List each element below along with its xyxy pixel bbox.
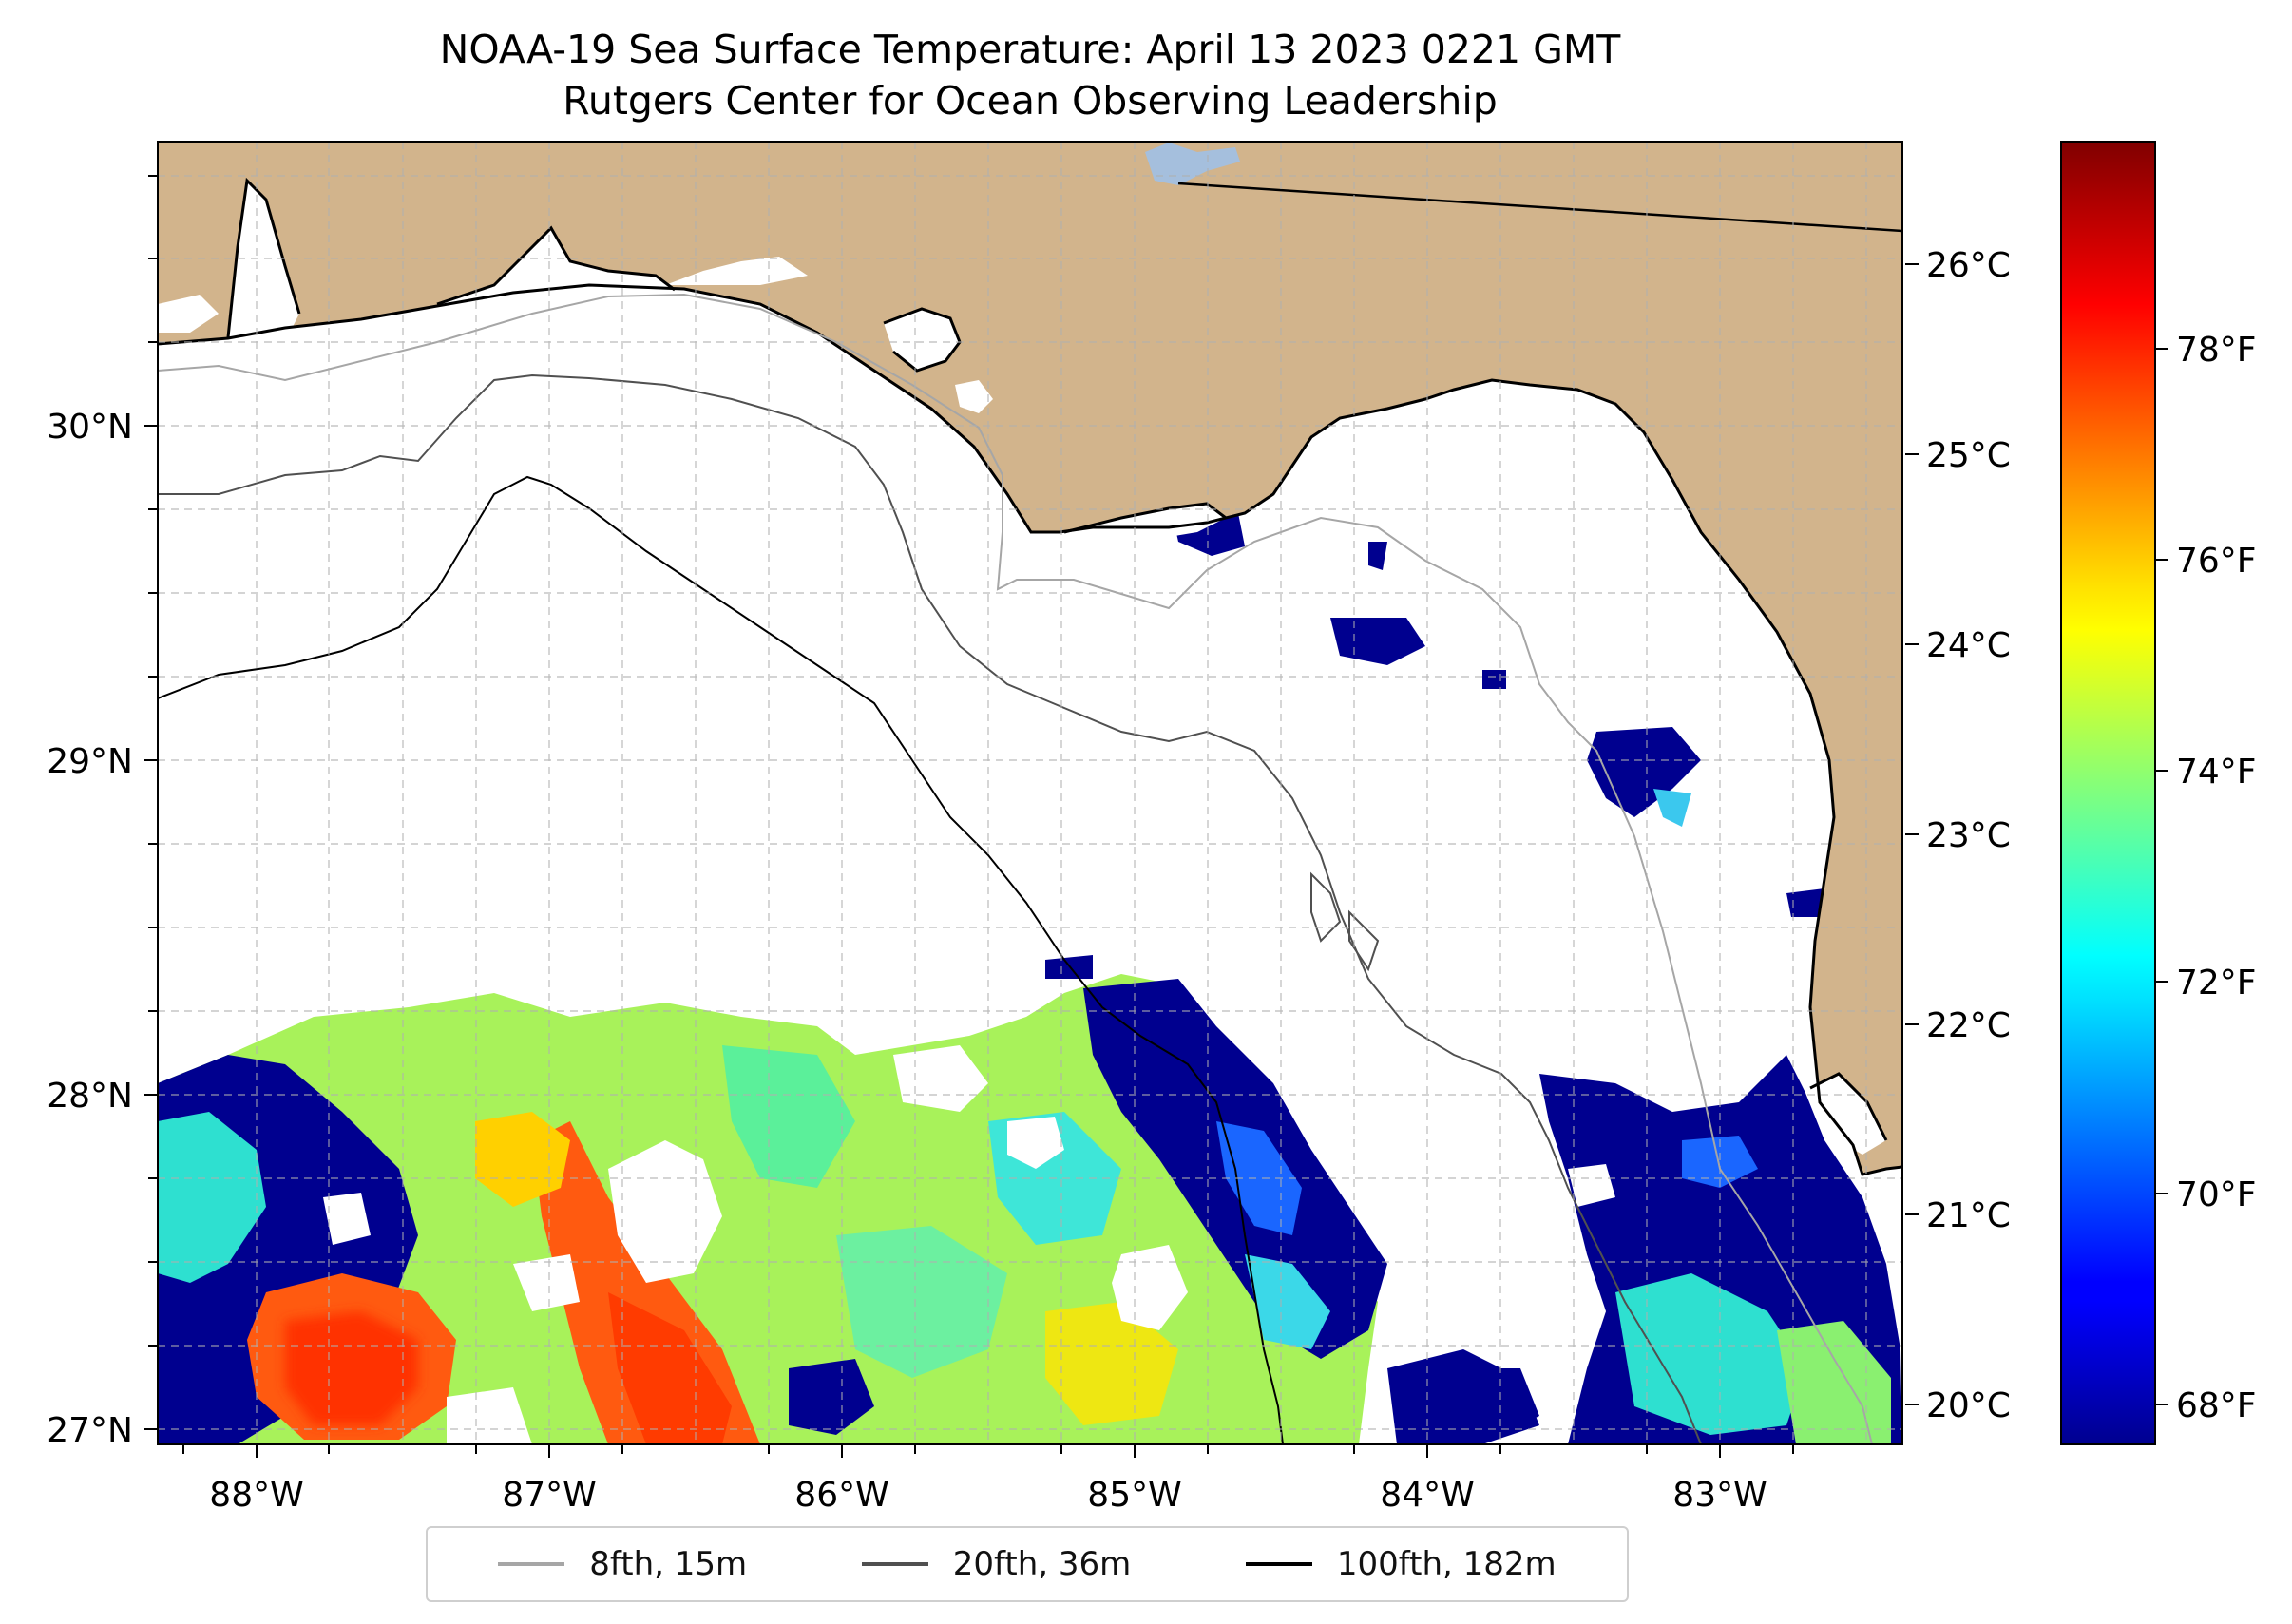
isobath-legend: 8fth, 15m 20fth, 36m 100fth, 182m <box>426 1526 1629 1602</box>
isobath-20fth <box>158 373 1702 1444</box>
celsius-tick-label: 21°C <box>1926 1196 2011 1235</box>
legend-swatch <box>498 1562 565 1566</box>
celsius-tick-label: 24°C <box>1926 626 2011 665</box>
fahrenheit-tick-label: 74°F <box>2176 753 2257 792</box>
minor-ticks <box>148 175 1794 1454</box>
lat-tick-label: 30°N <box>47 408 133 447</box>
map-subtitle: Rutgers Center for Ocean Observing Leade… <box>563 78 1498 124</box>
celsius-tick-label: 26°C <box>1926 246 2011 285</box>
lake <box>1145 143 1240 185</box>
latitude-axis: 30°N 29°N 28°N 27°N <box>47 408 158 1450</box>
gridlines <box>158 142 1902 1444</box>
sea-surface-temperature-field <box>158 974 1539 1444</box>
legend-swatch <box>1245 1562 1312 1566</box>
land-mass <box>158 142 1902 1175</box>
lat-tick-label: 29°N <box>47 742 133 781</box>
isobath-8fth <box>158 293 1873 1444</box>
colorbar: 26°C 25°C 24°C 23°C 22°C 21°C 20°C 78°F … <box>1905 141 2257 1445</box>
legend-label: 100fth, 182m <box>1336 1545 1557 1583</box>
coastline <box>158 283 1902 1176</box>
colorbar-gradient <box>2060 141 2156 1445</box>
celsius-tick-label: 22°C <box>1926 1006 2011 1045</box>
fahrenheit-tick-label: 68°F <box>2176 1386 2257 1425</box>
legend-label: 20fth, 36m <box>952 1545 1132 1583</box>
legend-swatch <box>861 1562 928 1566</box>
celsius-tick-label: 23°C <box>1926 816 2011 855</box>
isobath-100fth <box>158 475 1284 1444</box>
state-border <box>1177 182 1902 233</box>
map-frame <box>157 141 1903 1445</box>
lon-tick-label: 83°W <box>1672 1476 1767 1515</box>
map-title: NOAA-19 Sea Surface Temperature: April 1… <box>439 27 1621 72</box>
lon-tick-label: 85°W <box>1087 1476 1181 1515</box>
lat-tick-label: 27°N <box>47 1411 133 1450</box>
fahrenheit-tick-label: 70°F <box>2176 1175 2257 1214</box>
lon-tick-label: 86°W <box>794 1476 888 1515</box>
legend-item-8fth: 8fth, 15m <box>498 1545 747 1583</box>
fahrenheit-tick-label: 76°F <box>2176 542 2257 581</box>
fahrenheit-tick-label: 72°F <box>2176 964 2257 1003</box>
longitude-axis: 88°W 87°W 86°W 85°W 84°W 83°W <box>209 1444 1767 1515</box>
legend-label: 8fth, 15m <box>589 1545 748 1583</box>
celsius-tick-label: 25°C <box>1926 436 2011 475</box>
celsius-tick-label: 20°C <box>1926 1386 2011 1425</box>
lon-tick-label: 87°W <box>502 1476 596 1515</box>
lat-tick-label: 28°N <box>47 1077 133 1116</box>
lon-tick-label: 84°W <box>1380 1476 1474 1515</box>
legend-item-20fth: 20fth, 36m <box>861 1545 1132 1583</box>
lon-tick-label: 88°W <box>209 1476 303 1515</box>
legend-item-100fth: 100fth, 182m <box>1245 1545 1557 1583</box>
map-area <box>158 142 1902 1444</box>
fahrenheit-tick-label: 78°F <box>2176 331 2257 370</box>
